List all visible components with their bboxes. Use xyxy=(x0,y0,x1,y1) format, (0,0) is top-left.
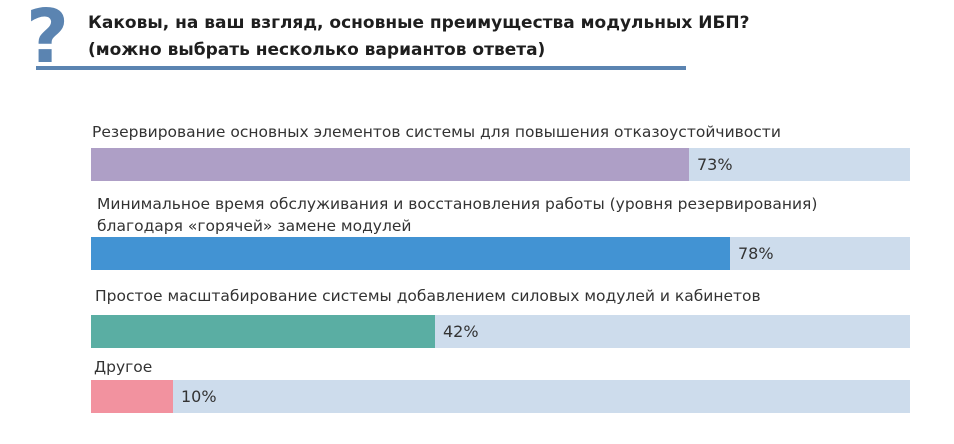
bar-track-2: 78% xyxy=(91,237,910,270)
bar-track-4: 10% xyxy=(91,380,910,413)
bar-label-3-line-1: Простое масштабирование системы добавлен… xyxy=(95,287,761,305)
bar-label-4-line-1: Другое xyxy=(94,358,153,376)
title-line-1: Каковы, на ваш взгляд, основные преимуще… xyxy=(88,13,750,33)
bar-label-1-line-1: Резервирование основных элементов систем… xyxy=(92,123,781,141)
bar-label-2-line-1: Минимальное время обслуживания и восстан… xyxy=(97,195,818,213)
bar-2 xyxy=(91,237,730,270)
title-line-2: (можно выбрать несколько вариантов ответ… xyxy=(88,40,546,60)
bar-label-2: Минимальное время обслуживания и восстан… xyxy=(97,193,817,237)
bar-label-3: Простое масштабирование системы добавлен… xyxy=(95,285,761,307)
title-underline xyxy=(36,66,686,70)
bar-track-3: 42% xyxy=(91,315,910,348)
chart-title: Каковы, на ваш взгляд, основные преимуще… xyxy=(88,10,750,64)
bar-value-label-2: 78% xyxy=(738,244,774,263)
bar-value-label-3: 42% xyxy=(443,322,479,341)
question-mark-icon: ? xyxy=(26,0,69,80)
bar-label-4: Другое xyxy=(94,356,152,378)
bar-4 xyxy=(91,380,173,413)
bar-1 xyxy=(91,148,689,181)
bar-value-label-1: 73% xyxy=(697,155,733,174)
bar-value-label-4: 10% xyxy=(181,387,217,406)
bar-track-1: 73% xyxy=(91,148,910,181)
bar-label-2-line-2: благодаря «горячей» замене модулей xyxy=(97,217,412,235)
bar-label-1: Резервирование основных элементов систем… xyxy=(92,121,781,143)
bar-3 xyxy=(91,315,435,348)
